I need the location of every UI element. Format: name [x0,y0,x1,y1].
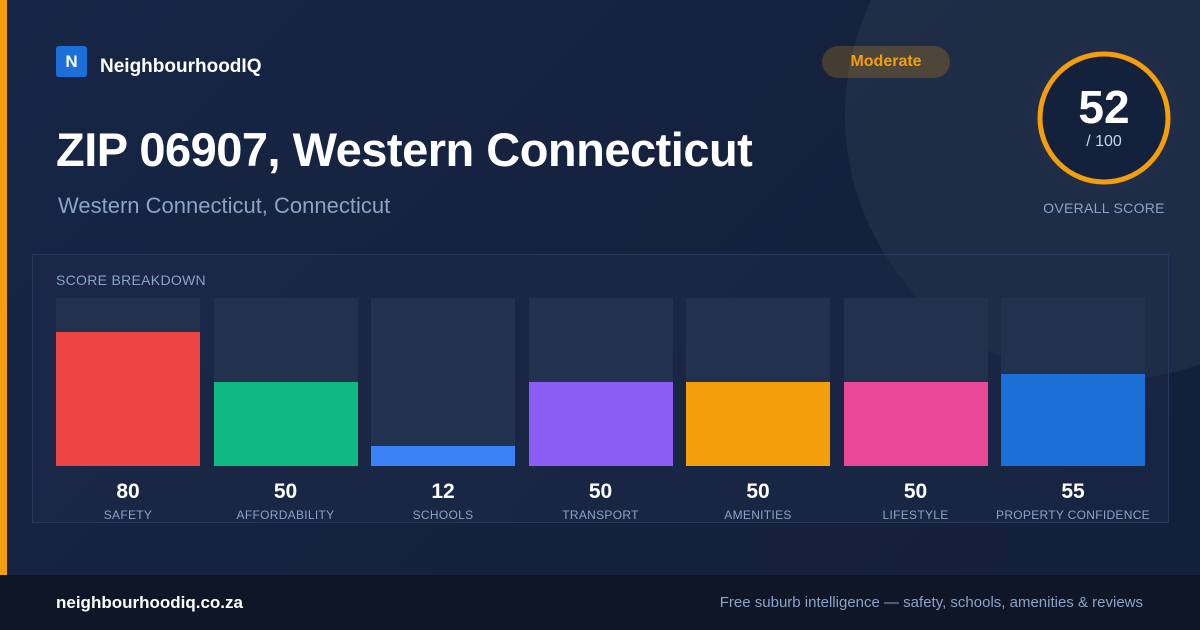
bar-label: AMENITIES [724,508,792,522]
bar-fill [686,382,830,466]
bar-value: 50 [903,480,928,503]
bar-label: SCHOOLS [412,508,474,522]
bar-value: 80 [116,480,140,503]
bar-track [56,298,200,466]
accent-bar [0,0,7,575]
bar-value: 50 [746,480,770,503]
score-breakdown-title: SCORE BREAKDOWN [56,272,206,288]
bar-track [686,298,830,466]
bar-fill [56,331,200,466]
overall-score-ring [1030,44,1178,192]
bar-fill [528,382,673,466]
bar-track [1001,298,1145,466]
footer-tagline: Free suburb intelligence — safety, schoo… [719,594,1143,611]
bar-value: 55 [1061,480,1085,503]
bar-label: AFFORDABILITY [236,508,335,522]
footer [0,575,1200,630]
bar-track [843,298,988,466]
bar-value: 12 [431,480,455,503]
bar-track [213,298,358,466]
footer-site-link[interactable]: neighbourhoodiq.co.za [56,593,243,612]
bar-track [371,298,515,466]
logo-icon: N [56,46,87,77]
bar-track [528,298,673,466]
bar-label: TRANSPORT [562,508,639,522]
overall-score-value: 52 [1078,81,1130,133]
rating-badge: Moderate [822,46,950,78]
overall-score-label: OVERALL SCORE [1043,200,1165,216]
score-ring-track [1037,51,1171,185]
bar-fill [371,445,515,466]
bar-fill [213,382,358,466]
bar-label: SAFETY [103,508,153,522]
location-subtitle: Western Connecticut, Connecticut [58,193,391,218]
bar-label: LIFESTYLE [882,508,949,522]
overall-score-max: / 100 [1086,133,1122,150]
brand-name: NeighbourhoodIQ [100,56,262,77]
page-title: ZIP 06907, Western Connecticut [56,123,753,176]
bar-fill [1001,373,1145,466]
bar-fill [843,382,988,466]
bar-value: 50 [273,480,298,503]
bar-value: 50 [588,480,613,503]
bar-label: PROPERTY CONFIDENCE [996,508,1150,522]
